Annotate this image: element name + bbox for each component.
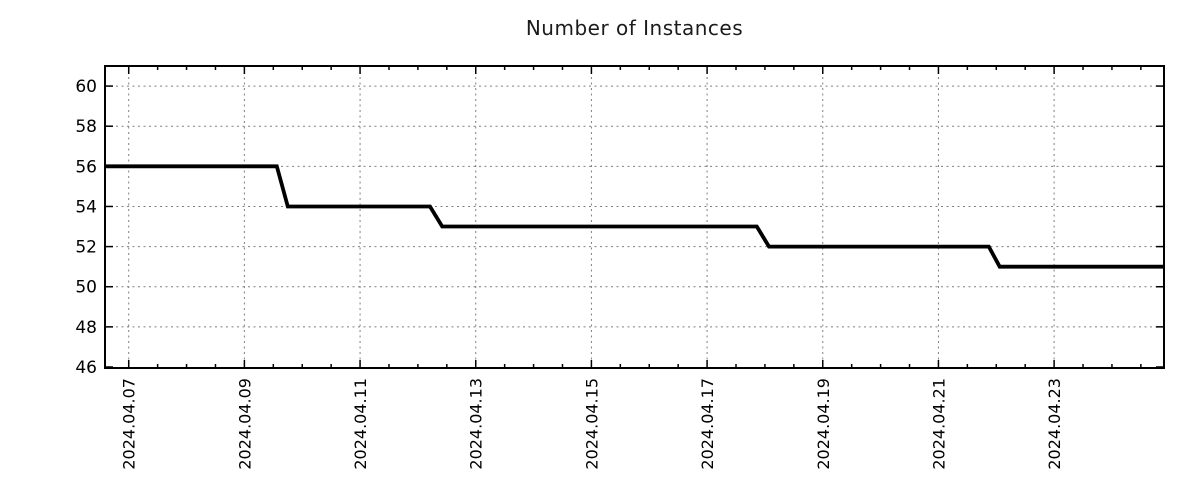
- y-tick-label: 54: [75, 197, 97, 217]
- x-tick-label: 2024.04.17: [698, 378, 717, 470]
- x-tick-label: 2024.04.19: [814, 378, 833, 470]
- x-tick-label: 2024.04.13: [467, 378, 486, 470]
- plot-border: [104, 65, 1165, 369]
- y-tick-label: 56: [75, 157, 97, 177]
- x-tick-label: 2024.04.07: [120, 378, 139, 470]
- chart-title: Number of Instances: [525, 16, 744, 40]
- y-tick-label: 46: [75, 358, 97, 378]
- x-tick-label: 2024.04.15: [582, 378, 601, 470]
- series-line: [105, 164, 1164, 269]
- y-tick-label: 50: [75, 278, 97, 298]
- x-tick-label: 2024.04.21: [929, 378, 948, 470]
- y-tick-label: 52: [75, 238, 97, 258]
- x-tick-label: 2024.04.09: [235, 378, 254, 470]
- y-tick-label: 60: [75, 77, 97, 97]
- x-tick-label: 2024.04.11: [351, 378, 370, 470]
- x-tick-label: 2024.04.23: [1045, 378, 1064, 470]
- y-tick-label: 48: [75, 318, 97, 338]
- y-tick-label: 58: [75, 117, 97, 137]
